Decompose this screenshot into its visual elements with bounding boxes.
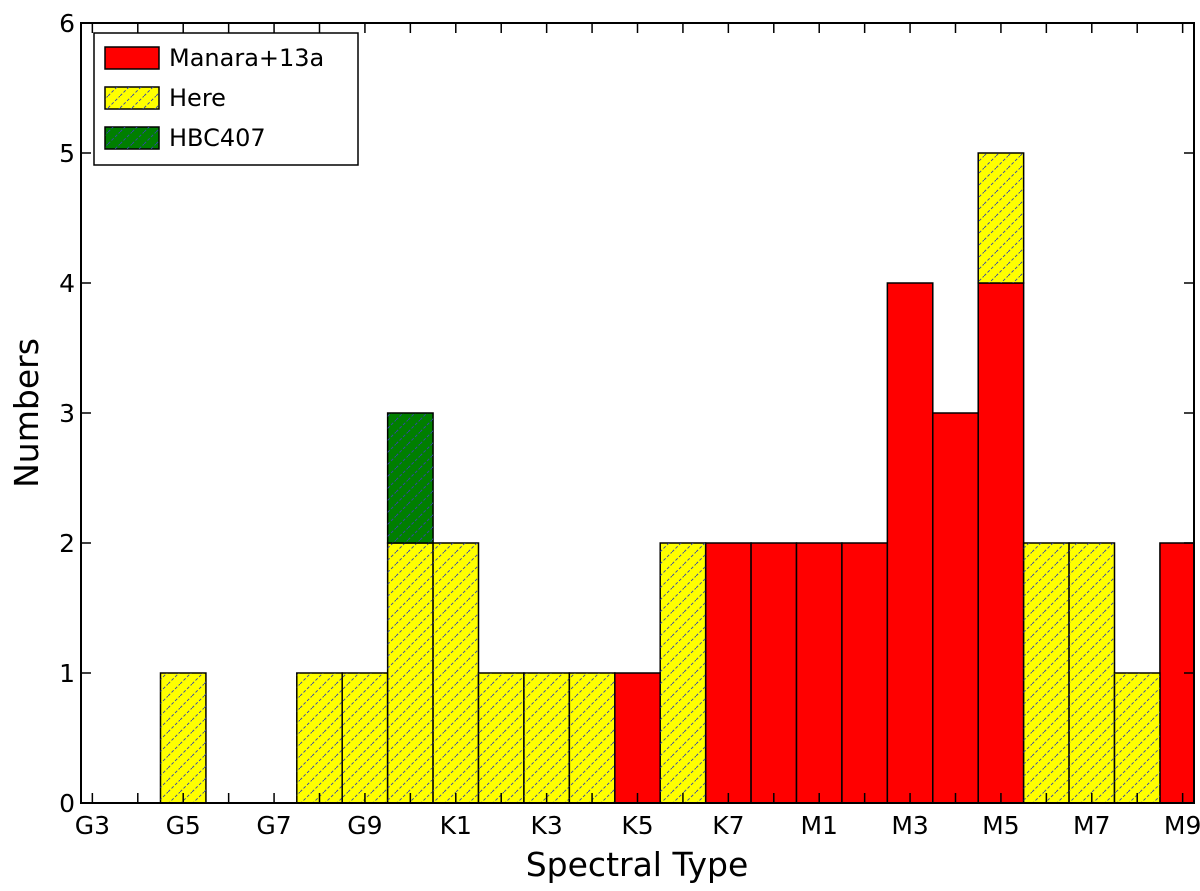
- bar-hatch-here-M5: [978, 153, 1024, 283]
- x-tick-label: G3: [75, 811, 110, 840]
- bar-hatch-here-M6: [1023, 543, 1070, 803]
- y-tick-label: 6: [59, 9, 75, 38]
- bar-manara-13a-M3: [886, 282, 934, 804]
- bar-manara-13a-M4: [932, 412, 979, 804]
- ticks-layer: 0 1 2 3 4 5 6 G3 G5 G7 G9 K1 K3 K5 K7 M1 M3 M5 M7 M9: [59, 9, 1200, 840]
- bar-hatch-here-M8: [1114, 673, 1160, 803]
- bar-manara-13a-K7: [704, 542, 752, 804]
- y-tick-label: 5: [59, 139, 75, 168]
- y-tick-label: 1: [59, 659, 75, 688]
- bar-hatch-here-K0: [387, 543, 434, 803]
- bar-hatch-here-K1: [433, 543, 479, 803]
- x-tick-label: M1: [800, 811, 837, 840]
- x-tick-label: G7: [256, 811, 291, 840]
- bar-hatch-here-K3: [523, 673, 570, 803]
- x-tick-label: M3: [891, 811, 928, 840]
- bar-manara-13a-M0: [750, 542, 798, 804]
- y-tick-label: 2: [59, 529, 75, 558]
- x-axis-title: Spectral Type: [526, 845, 749, 884]
- y-tick-label: 4: [59, 269, 75, 298]
- legend-label-manara-13a: Manara+13a: [169, 44, 324, 72]
- bar-hatch-here-K6: [660, 543, 706, 803]
- x-tick-label: K5: [621, 811, 653, 840]
- bar-hatch-hbc407-K0: [387, 413, 434, 543]
- x-tick-label: M9: [1164, 811, 1200, 840]
- x-tick-label: K3: [530, 811, 562, 840]
- x-tick-label: K7: [712, 811, 744, 840]
- x-tick-label: M7: [1073, 811, 1110, 840]
- bar-manara-13a-M2: [841, 542, 889, 804]
- bar-manara-13a-K5: [614, 672, 661, 804]
- bar-hatch-here-M7: [1069, 543, 1115, 803]
- legend-swatch-hatch-here: [105, 87, 159, 109]
- bar-hatch-here-K2: [478, 673, 524, 803]
- bar-hatch-here-K4: [569, 673, 615, 803]
- bar-hatch-here-G9: [342, 673, 388, 803]
- legend-label-hbc407: HBC407: [169, 124, 266, 152]
- y-axis-title: Numbers: [7, 338, 46, 488]
- x-tick-label: G5: [166, 811, 201, 840]
- x-tick-label: K1: [440, 811, 472, 840]
- bar-manara-13a-M1: [795, 542, 843, 804]
- bar-hatch-here-G5: [160, 673, 206, 803]
- x-tick-label: M5: [982, 811, 1019, 840]
- x-tick-label: G9: [347, 811, 382, 840]
- y-tick-label: 0: [59, 789, 75, 818]
- legend-label-here: Here: [169, 84, 226, 112]
- y-tick-label: 3: [59, 399, 75, 428]
- bars-layer: [159, 152, 1195, 804]
- legend-swatch-manara-13a: [104, 46, 160, 70]
- bar-manara-13a-M5: [977, 282, 1025, 804]
- bar-hatch-here-G8: [296, 673, 343, 803]
- legend-swatch-hatch-hbc407: [105, 127, 159, 149]
- legend: Manara+13a Here HBC407: [93, 32, 359, 166]
